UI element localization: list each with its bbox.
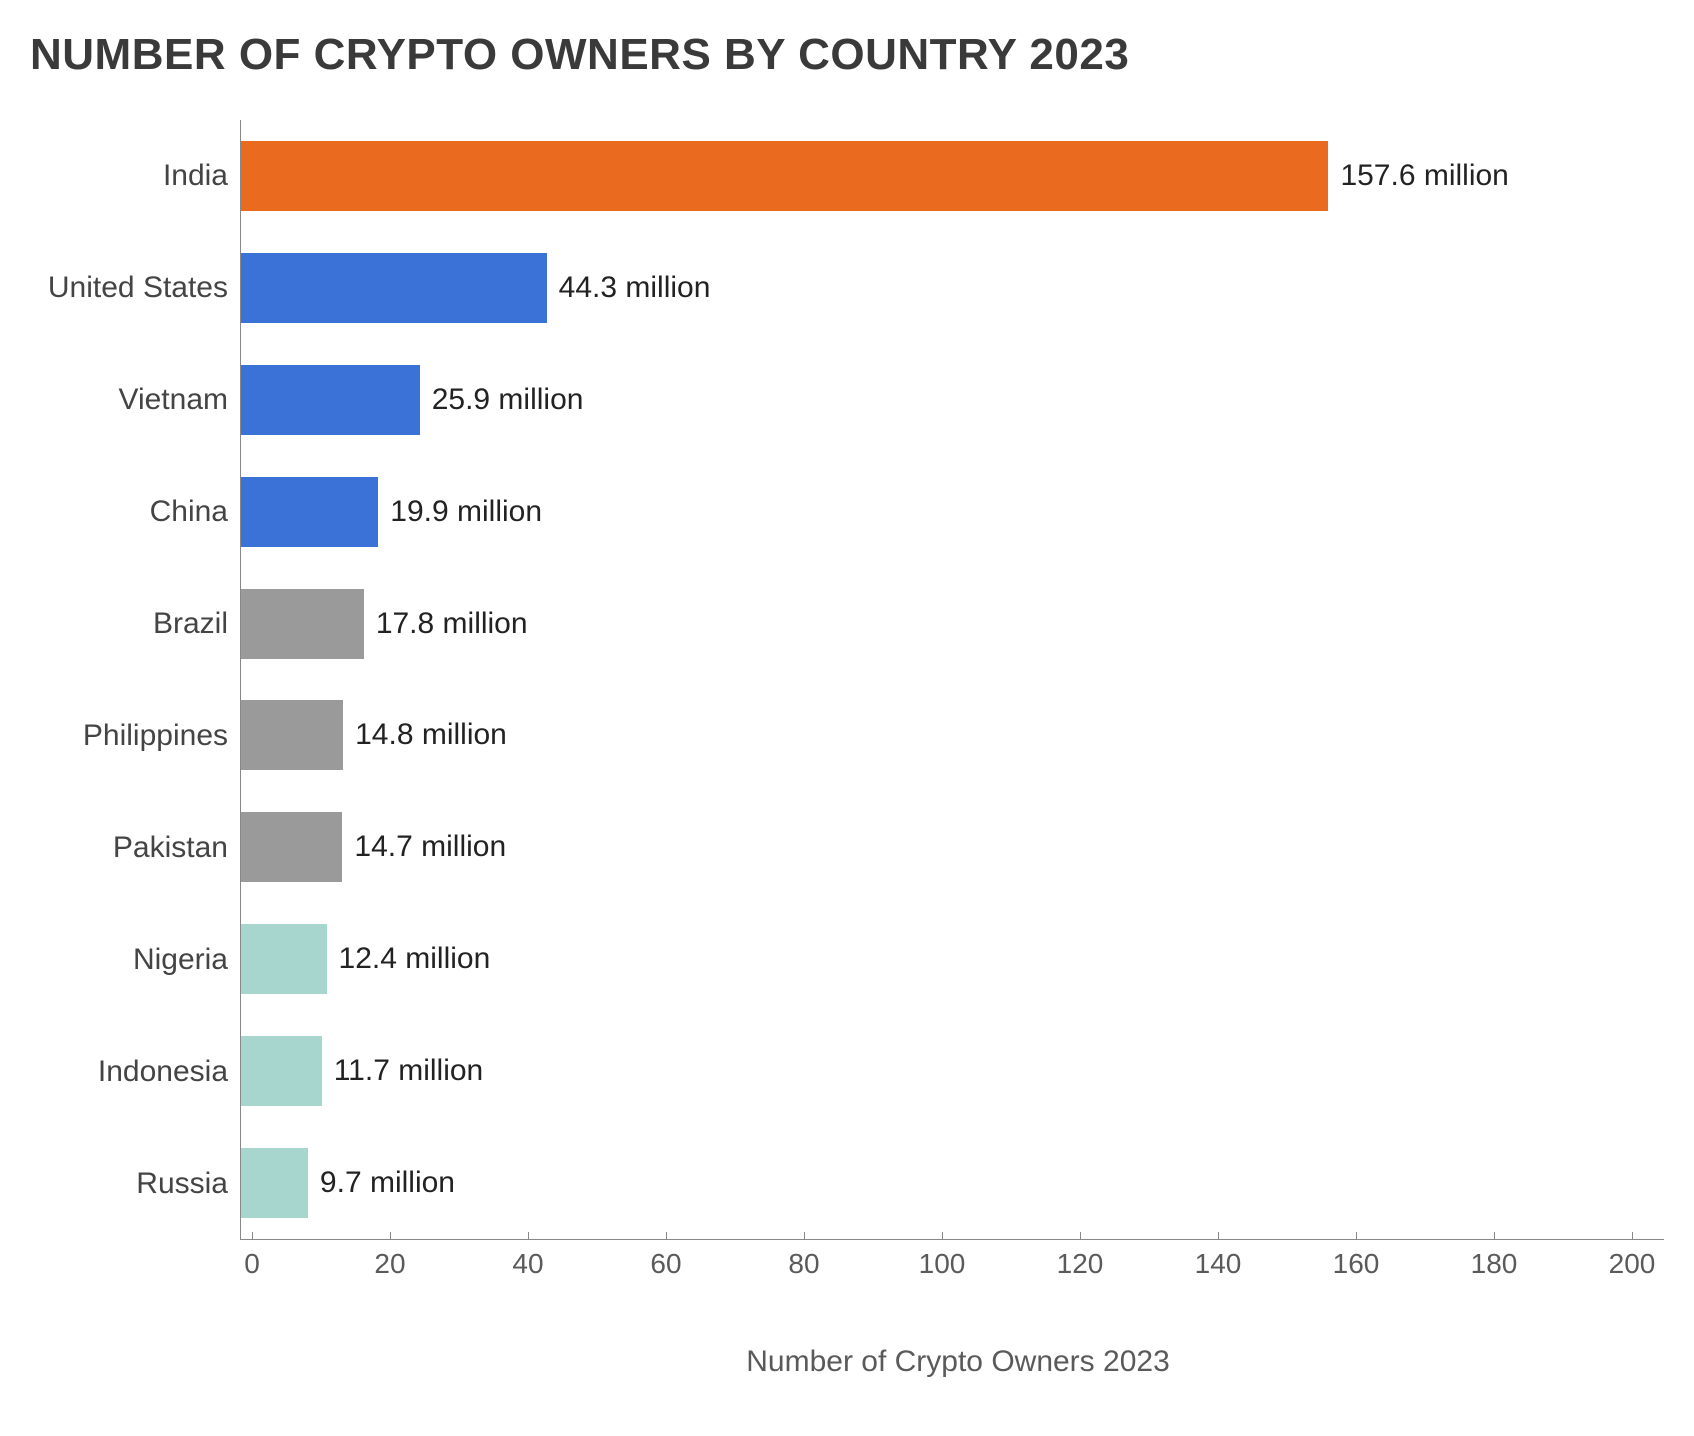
x-tick-mark [666, 1232, 667, 1240]
y-axis-label: Russia [136, 1128, 228, 1240]
x-tick-label: 80 [788, 1248, 819, 1280]
x-tick-mark [1080, 1232, 1081, 1240]
bar-value-label: 25.9 million [432, 383, 584, 417]
x-tick-mark [1356, 1232, 1357, 1240]
y-axis-label: Pakistan [113, 792, 228, 904]
bar-row: 14.8 million [241, 680, 1664, 792]
chart-container: IndiaUnited StatesVietnamChinaBrazilPhil… [30, 120, 1664, 1379]
bar-row: 44.3 million [241, 232, 1664, 344]
x-tick-label: 180 [1471, 1248, 1518, 1280]
bar [241, 700, 343, 770]
bar-value-label: 157.6 million [1340, 159, 1508, 193]
bar-value-label: 9.7 million [320, 1166, 455, 1200]
y-axis-label: United States [48, 232, 228, 344]
bar-row: 11.7 million [241, 1015, 1664, 1127]
x-tick-mark [1494, 1232, 1495, 1240]
bar-value-label: 14.7 million [354, 830, 506, 864]
x-tick-mark [1218, 1232, 1219, 1240]
x-tick-mark [942, 1232, 943, 1240]
plot-area: 157.6 million 44.3 million 25.9 million 19.… [240, 120, 1664, 1240]
y-axis-label: China [150, 456, 228, 568]
bar [241, 1148, 308, 1218]
x-axis-ticks: 020406080100120140160180200 [252, 1240, 1632, 1290]
y-axis-label: Vietnam [118, 344, 228, 456]
bar [241, 812, 342, 882]
bar-value-label: 11.7 million [334, 1054, 484, 1088]
bar-row: 12.4 million [241, 903, 1664, 1015]
bar [241, 365, 420, 435]
bar [241, 1036, 322, 1106]
y-axis-labels: IndiaUnited StatesVietnamChinaBrazilPhil… [30, 120, 240, 1240]
x-tick-mark [804, 1232, 805, 1240]
bar-row: 157.6 million [241, 120, 1664, 232]
bar-value-label: 12.4 million [339, 942, 491, 976]
bar-row: 25.9 million [241, 344, 1664, 456]
x-tick-label: 140 [1195, 1248, 1242, 1280]
y-axis-label: Indonesia [98, 1016, 228, 1128]
x-axis-label: Number of Crypto Owners 2023 [252, 1345, 1664, 1379]
bar [241, 589, 364, 659]
bar-row: 9.7 million [241, 1127, 1664, 1239]
x-tick-mark [1632, 1232, 1633, 1240]
bar-value-label: 17.8 million [376, 607, 528, 641]
bar-row: 17.8 million [241, 568, 1664, 680]
bar-row: 19.9 million [241, 456, 1664, 568]
x-tick-label: 100 [919, 1248, 966, 1280]
bar-value-label: 44.3 million [559, 271, 711, 305]
x-tick-label: 120 [1057, 1248, 1104, 1280]
bars-container: 157.6 million 44.3 million 25.9 million 19.… [241, 120, 1664, 1239]
bar-value-label: 19.9 million [390, 495, 542, 529]
x-tick-label: 60 [650, 1248, 681, 1280]
y-axis-label: Brazil [153, 568, 228, 680]
bar-value-label: 14.8 million [355, 718, 507, 752]
x-tick-label: 200 [1609, 1248, 1656, 1280]
y-axis-label: Philippines [83, 680, 228, 792]
bar-row: 14.7 million [241, 791, 1664, 903]
y-axis-label: India [163, 120, 228, 232]
chart-title: NUMBER OF CRYPTO OWNERS BY COUNTRY 2023 [30, 30, 1664, 80]
bar [241, 253, 547, 323]
x-tick-label: 40 [512, 1248, 543, 1280]
bar [241, 141, 1328, 211]
x-tick-label: 0 [244, 1248, 260, 1280]
x-tick-label: 160 [1333, 1248, 1380, 1280]
x-tick-mark [528, 1232, 529, 1240]
x-tick-mark [252, 1232, 253, 1240]
bar [241, 477, 378, 547]
y-axis-label: Nigeria [133, 904, 228, 1016]
x-tick-label: 20 [374, 1248, 405, 1280]
x-tick-mark [390, 1232, 391, 1240]
bar [241, 924, 327, 994]
